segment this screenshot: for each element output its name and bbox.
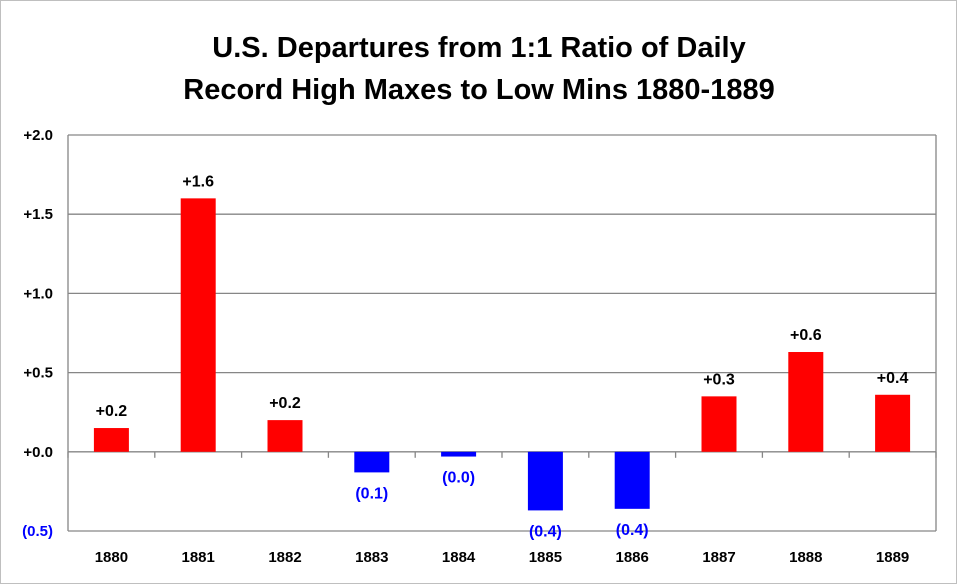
y-tick-label: (0.5) bbox=[22, 523, 53, 540]
x-tick-label: 1883 bbox=[355, 549, 388, 566]
data-label: +0.4 bbox=[877, 370, 909, 387]
chart-title-line-1: U.S. Departures from 1:1 Ratio of Daily bbox=[212, 32, 745, 64]
data-label: (0.4) bbox=[529, 523, 562, 540]
data-label: +0.2 bbox=[269, 395, 301, 412]
x-axis-ticks: 1880 1881 1882 1883 1884 1885 1886 1887 1888 1889 bbox=[95, 549, 910, 566]
y-tick-label: +1.5 bbox=[23, 206, 53, 223]
data-label: +0.3 bbox=[703, 371, 735, 388]
data-labels: +0.2 +1.6 +0.2 (0.1) (0.0) (0.4) (0.4) +0.3 +0.6… bbox=[96, 173, 909, 540]
x-tick-label: 1889 bbox=[876, 549, 909, 566]
y-tick-label: +0.5 bbox=[23, 365, 53, 382]
bars bbox=[93, 198, 911, 511]
bar-1880 bbox=[93, 428, 129, 452]
bar-1888 bbox=[788, 352, 824, 452]
x-tick-label: 1887 bbox=[702, 549, 735, 566]
y-tick-label: +1.0 bbox=[23, 285, 53, 302]
x-tick-label: 1880 bbox=[95, 549, 128, 566]
data-label: +0.2 bbox=[96, 403, 128, 420]
y-tick-label: +0.0 bbox=[23, 444, 53, 461]
data-label: (0.1) bbox=[355, 485, 388, 502]
x-tick-label: 1882 bbox=[268, 549, 301, 566]
chart-title: U.S. Departures from 1:1 Ratio of Daily R… bbox=[183, 32, 774, 106]
data-label: (0.0) bbox=[442, 470, 475, 487]
bar-1884 bbox=[441, 451, 477, 457]
x-tick-label: 1884 bbox=[442, 549, 476, 566]
y-axis-ticks: +2.0 +1.5 +1.0 +0.5 +0.0 (0.5) bbox=[22, 127, 53, 540]
x-tick-label: 1888 bbox=[789, 549, 822, 566]
data-label: +1.6 bbox=[182, 173, 214, 190]
x-tick-label: 1886 bbox=[616, 549, 649, 566]
bar-1882 bbox=[267, 420, 303, 452]
chart-title-line-2: Record High Maxes to Low Mins 1880-1889 bbox=[183, 74, 774, 106]
data-label: (0.4) bbox=[616, 522, 649, 539]
data-label: +0.6 bbox=[790, 327, 822, 344]
bar-1885 bbox=[527, 451, 563, 511]
bar-1887 bbox=[701, 396, 737, 452]
bar-1889 bbox=[875, 394, 911, 452]
x-tick-label: 1885 bbox=[529, 549, 562, 566]
bar-1886 bbox=[614, 451, 650, 509]
bar-1883 bbox=[354, 451, 390, 473]
bar-1881 bbox=[180, 198, 216, 452]
y-tick-label: +2.0 bbox=[23, 127, 53, 144]
x-tick-label: 1881 bbox=[182, 549, 215, 566]
